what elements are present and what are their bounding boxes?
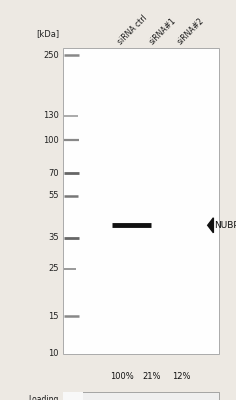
Text: 15: 15 — [49, 312, 59, 321]
Text: 25: 25 — [49, 264, 59, 274]
Text: siRNA#2: siRNA#2 — [175, 16, 206, 46]
Text: 12%: 12% — [172, 372, 190, 381]
Polygon shape — [208, 218, 213, 233]
Bar — [63, 392, 83, 400]
Text: siRNA ctrl: siRNA ctrl — [116, 13, 149, 46]
Text: 250: 250 — [43, 51, 59, 60]
Text: 55: 55 — [49, 191, 59, 200]
Text: 130: 130 — [43, 111, 59, 120]
Text: NUBP1: NUBP1 — [214, 221, 236, 230]
Text: Loading
Control: Loading Control — [29, 395, 59, 400]
Text: siRNA#1: siRNA#1 — [147, 16, 177, 46]
Text: 100%: 100% — [110, 372, 134, 381]
Text: 10: 10 — [49, 350, 59, 358]
Bar — [63, 392, 219, 400]
Text: [kDa]: [kDa] — [36, 29, 59, 38]
Text: 35: 35 — [48, 233, 59, 242]
Bar — [63, 48, 219, 354]
Text: 100: 100 — [43, 136, 59, 145]
Text: 70: 70 — [48, 169, 59, 178]
Text: 21%: 21% — [142, 372, 160, 381]
